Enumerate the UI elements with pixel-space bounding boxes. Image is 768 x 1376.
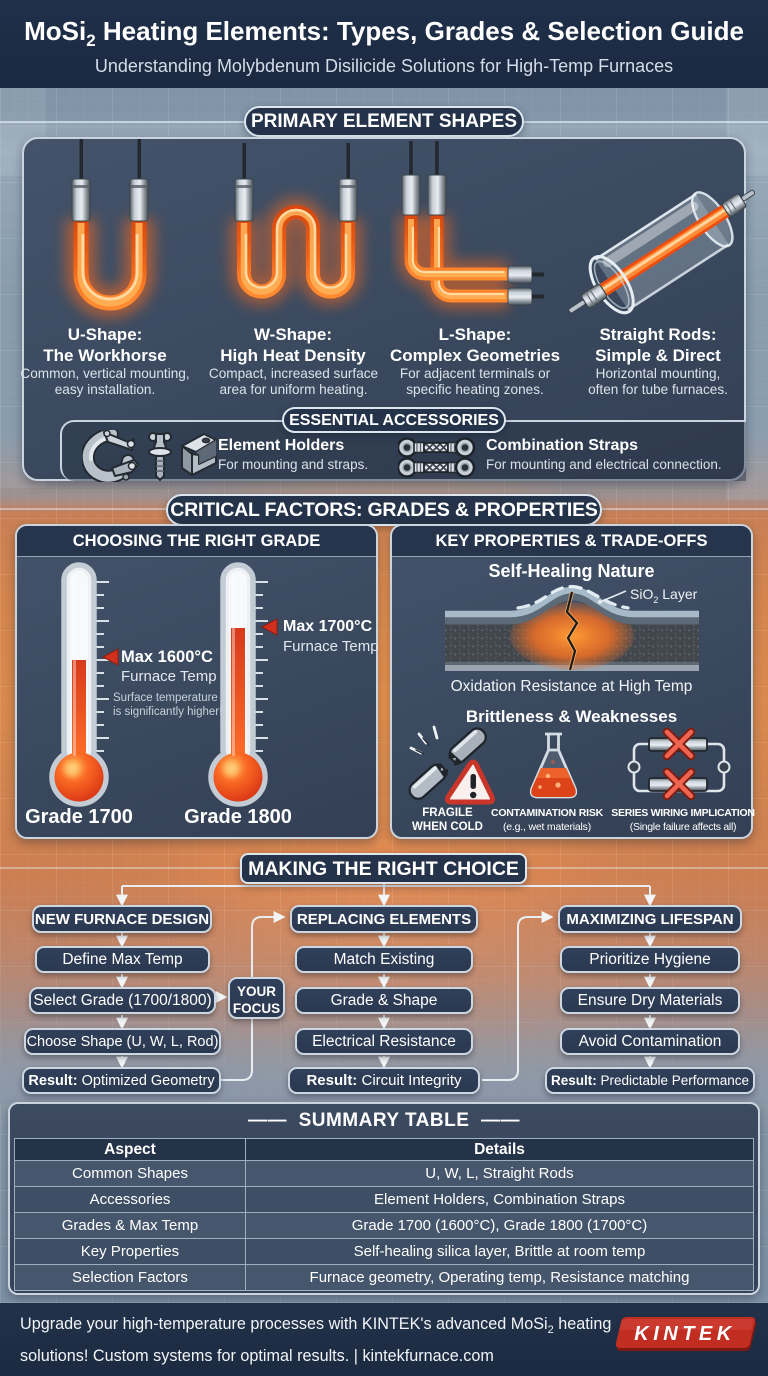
svg-text:KINTEK: KINTEK (634, 1323, 735, 1345)
